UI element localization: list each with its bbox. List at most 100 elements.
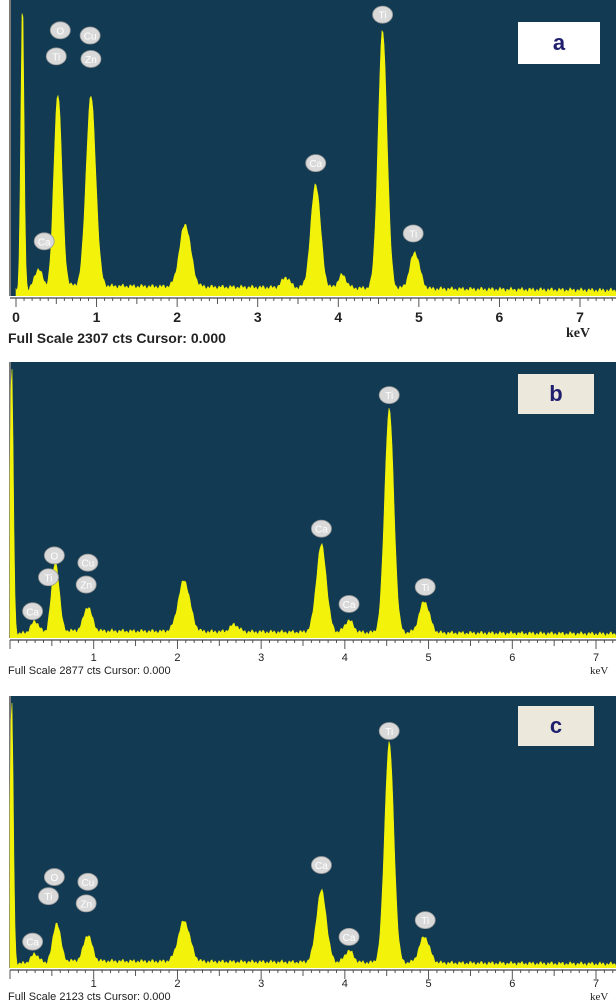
element-badge-bg (402, 224, 424, 243)
element-badge: Ti (38, 887, 59, 906)
element-badge-bg (378, 386, 400, 405)
element-badge: Ca (311, 519, 332, 538)
element-badge: Cu (79, 26, 101, 45)
element-badge-bg (311, 519, 332, 538)
panel-label: b (518, 374, 594, 414)
element-badge-bg (77, 872, 99, 891)
full-scale-status: Full Scale 2877 cts Cursor: 0.000 (8, 665, 171, 677)
element-badge-bg (311, 856, 332, 874)
element-badge: O (49, 21, 71, 40)
element-badge: Ca (338, 595, 360, 613)
element-badge: Ti (378, 722, 400, 740)
element-badge-bg (38, 887, 59, 906)
x-axis-strip (0, 296, 616, 350)
element-badge: Ca (305, 154, 327, 173)
element-badge: Ti (38, 568, 59, 587)
element-badge: Ti (402, 224, 424, 243)
plot-area (10, 696, 616, 968)
element-badge: Ca (22, 602, 44, 621)
spectrum-area (15, 13, 616, 297)
plot-area (10, 362, 616, 638)
element-badge-bg (43, 546, 65, 565)
element-badge: O (43, 868, 65, 886)
element-badge: Ca (338, 927, 360, 946)
element-label: Ti (409, 229, 417, 240)
element-label: Cu (84, 32, 97, 43)
element-badge-bg (305, 154, 327, 173)
element-badge: Cu (77, 872, 99, 891)
x-tick-label: 7 (576, 309, 584, 325)
x-tick-label: 2 (174, 652, 180, 664)
element-badge: O (43, 546, 65, 565)
element-badge-bg (372, 5, 394, 24)
element-badge-bg (378, 722, 400, 740)
element-badge-bg (33, 232, 55, 251)
x-axis-strip (0, 638, 616, 682)
element-badge: Ti (378, 386, 400, 405)
spectrum-panel-c: O Ti Cu Zn Ca Ca Ca Ti Ti 1 2 3 4 5 6 7 c Full Scale 21… (0, 696, 616, 1007)
element-badge-bg (43, 868, 65, 886)
element-label: Ti (379, 11, 387, 22)
x-tick-label: 0 (12, 309, 20, 325)
element-badge-bg (414, 911, 436, 930)
element-label: Zn (85, 55, 97, 66)
panel-label: c (518, 706, 594, 746)
x-tick-label: 2 (174, 978, 180, 990)
element-label: Ca (343, 933, 356, 944)
eds-spectrum-chart: O Ti Cu Zn Ca Ca Ti Ti 0 1 2 3 4 5 6 7 (0, 0, 616, 350)
x-tick-label: 5 (426, 652, 432, 664)
spectrum-panel-a: O Ti Cu Zn Ca Ca Ti Ti 0 1 2 3 4 5 6 7 a Full Scale 230… (0, 0, 616, 350)
element-label: Ti (45, 892, 53, 903)
element-badge: Ti (45, 47, 67, 66)
element-label: Cu (81, 559, 94, 570)
x-axis-unit: keV (590, 665, 609, 677)
element-label: Ti (421, 916, 429, 927)
eds-spectrum-chart: O Ti Cu Zn Ca Ca Ca Ti Ti 1 2 3 4 5 6 7 (0, 362, 616, 682)
element-label: O (56, 26, 64, 37)
full-scale-status: Full Scale 2123 cts Cursor: 0.000 (8, 991, 171, 1003)
eds-spectrum-chart: O Ti Cu Zn Ca Ca Ca Ti Ti 1 2 3 4 5 6 7 (0, 696, 616, 1007)
x-tick-label: 7 (593, 978, 599, 990)
element-label: O (50, 551, 58, 562)
x-tick-label: 4 (334, 309, 342, 325)
x-tick-label: 5 (415, 309, 423, 325)
x-tick-label: 2 (173, 309, 181, 325)
element-badge-bg (414, 578, 436, 596)
element-badge: Cu (77, 553, 99, 572)
element-badge: Ca (311, 856, 332, 874)
element-badge-bg (75, 894, 97, 913)
full-scale-status: Full Scale 2307 cts Cursor: 0.000 (8, 330, 226, 346)
element-badge: Ti (414, 578, 436, 596)
element-label: Ca (309, 159, 322, 170)
spectrum-area (9, 702, 616, 969)
x-tick-label: 4 (342, 652, 348, 664)
x-tick-label: 3 (258, 652, 264, 664)
x-tick-label: 5 (426, 978, 432, 990)
element-label: Zn (80, 899, 92, 910)
x-tick-label: 1 (93, 309, 101, 325)
x-tick-label: 6 (509, 978, 515, 990)
x-tick-label: 6 (496, 309, 504, 325)
element-label: Ti (45, 573, 53, 584)
x-tick-label: 1 (91, 652, 97, 664)
element-badge-bg (75, 575, 97, 594)
x-axis-unit: keV (590, 991, 609, 1003)
element-badge-bg (22, 602, 44, 621)
element-label: Ti (421, 583, 429, 594)
x-tick-label: 6 (509, 652, 515, 664)
element-label: Zn (80, 581, 92, 592)
element-label: Ti (52, 52, 60, 63)
element-badge: Ti (372, 5, 394, 24)
x-tick-label: 3 (254, 309, 262, 325)
element-badge-bg (49, 21, 71, 40)
x-tick-label: 4 (342, 978, 348, 990)
element-badge: Ca (22, 932, 44, 951)
panel-label: a (518, 22, 600, 64)
spectrum-area (9, 369, 616, 639)
element-badge-bg (22, 932, 44, 951)
element-badge: Ca (33, 232, 55, 251)
element-badge: Zn (75, 575, 97, 594)
element-badge: Zn (75, 894, 97, 913)
x-axis-unit: keV (566, 326, 591, 341)
x-tick-label: 3 (258, 978, 264, 990)
